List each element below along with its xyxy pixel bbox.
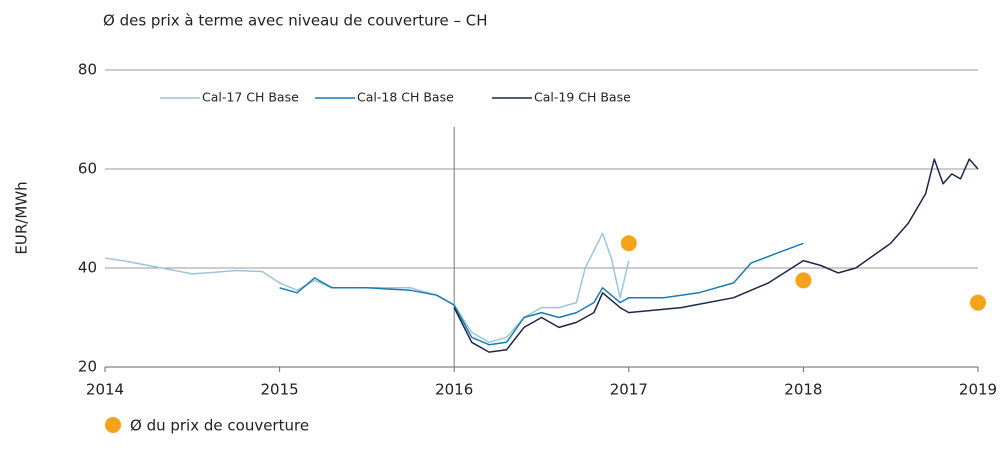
y-axis-label: EUR/MWh [13,181,31,254]
x-tick-label: 2014 [86,381,124,399]
legend-swatch [105,417,121,433]
x-tick-label: 2015 [261,381,299,399]
y-tick-label: 80 [78,61,97,79]
line-series [104,232,630,344]
hedge-point [795,272,812,289]
x-tick-label: 2016 [435,381,473,399]
y-tick-label: 60 [78,160,97,178]
chart-title: Ø des prix à terme avec niveau de couver… [103,12,488,30]
hedge-point [620,235,637,252]
legend-label: Ø du prix de couverture [130,417,309,435]
legend-label: Cal-19 CH Base [534,90,631,105]
line-series [453,158,979,353]
x-tick-label: 2017 [610,381,648,399]
y-tick-label: 20 [78,358,97,376]
line-series [279,242,804,346]
legend-label: Cal-17 CH Base [202,90,299,105]
x-tick-label: 2018 [784,381,822,399]
x-tick-label: 2019 [959,381,997,399]
y-tick-label: 40 [78,259,97,277]
hedge-point [970,294,986,311]
legend-label: Cal-18 CH Base [357,90,454,105]
